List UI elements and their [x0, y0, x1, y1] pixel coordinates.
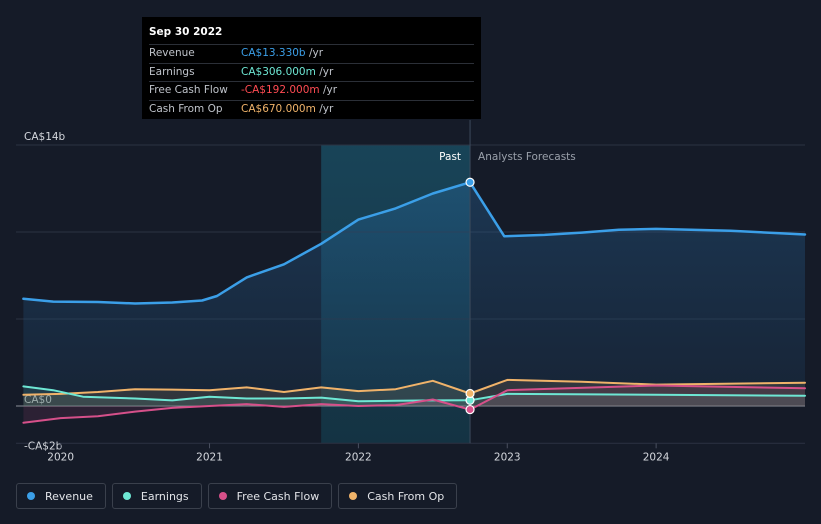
tooltip-label: Free Cash Flow: [149, 84, 228, 96]
legend-item-free-cash-flow[interactable]: Free Cash Flow: [207, 483, 333, 509]
tooltip-label: Cash From Op: [149, 102, 223, 115]
data-tooltip: Sep 30 2022 Revenue CA$13.330b /yr Earni…: [142, 17, 481, 119]
tooltip-label: Earnings: [149, 65, 195, 78]
tooltip-date: Sep 30 2022: [149, 26, 223, 38]
series-area-earnings: [23, 386, 805, 406]
legend-dot-icon: [27, 492, 35, 500]
series-line-free-cash-flow: [22, 384, 806, 424]
y-tick-label: CA$14b: [24, 131, 66, 143]
legend-label: Earnings: [140, 489, 189, 503]
tooltip-row-earnings: Earnings CA$306.000m /yr: [149, 62, 474, 82]
revenue-area: [23, 182, 805, 406]
series-line-revenue: [22, 181, 807, 305]
legend-label: Free Cash Flow: [236, 489, 320, 503]
marker-cash-from-op: [465, 388, 475, 399]
series-line-earnings: [22, 385, 806, 403]
legend-item-cash-from-op[interactable]: Cash From Op: [338, 483, 458, 509]
legend-dot-icon: [218, 492, 227, 500]
tooltip-value: CA$306.000m: [241, 65, 316, 78]
forecast-label: Analysts Forecasts: [478, 151, 576, 163]
x-tick-label: 2024: [643, 451, 670, 463]
marker-free-cash-flow: [465, 404, 475, 415]
legend-item-earnings[interactable]: Earnings: [111, 483, 202, 509]
legend: Revenue Earnings Free Cash Flow Cash Fro…: [16, 483, 458, 509]
tooltip-value: -CA$192.000m: [241, 84, 320, 96]
tooltip-value: CA$13.330b: [241, 47, 306, 59]
legend-dot-icon: [122, 492, 131, 500]
legend-label: Cash From Op: [367, 489, 445, 503]
tooltip-label: Revenue: [149, 47, 195, 59]
marker-revenue: [465, 177, 475, 187]
tooltip-row-free-cash-flow: Free Cash Flow -CA$192.000m /yr: [149, 81, 474, 100]
x-tick-label: 2023: [494, 451, 521, 463]
y-tick-label: -CA$2b: [24, 440, 63, 452]
tooltip-unit: /yr: [308, 47, 324, 59]
legend-dot-icon: [349, 492, 358, 500]
tooltip-row-revenue: Revenue CA$13.330b /yr: [149, 44, 474, 63]
x-tick-label: 2021: [196, 451, 223, 463]
x-tick-label: 2020: [47, 451, 74, 463]
tooltip-unit: /yr: [319, 65, 334, 78]
legend-item-revenue[interactable]: Revenue: [16, 483, 106, 509]
tooltip-unit: /yr: [319, 102, 334, 115]
tooltip-unit: /yr: [322, 84, 338, 96]
past-label: Past: [439, 151, 461, 163]
series-line-cash-from-op: [22, 378, 806, 396]
x-tick-label: 2022: [345, 451, 372, 463]
tooltip-row-cash-from-op: Cash From Op CA$670.000m /yr: [149, 99, 474, 119]
legend-label: Revenue: [45, 489, 93, 503]
tooltip-value: CA$670.000m: [241, 102, 316, 115]
